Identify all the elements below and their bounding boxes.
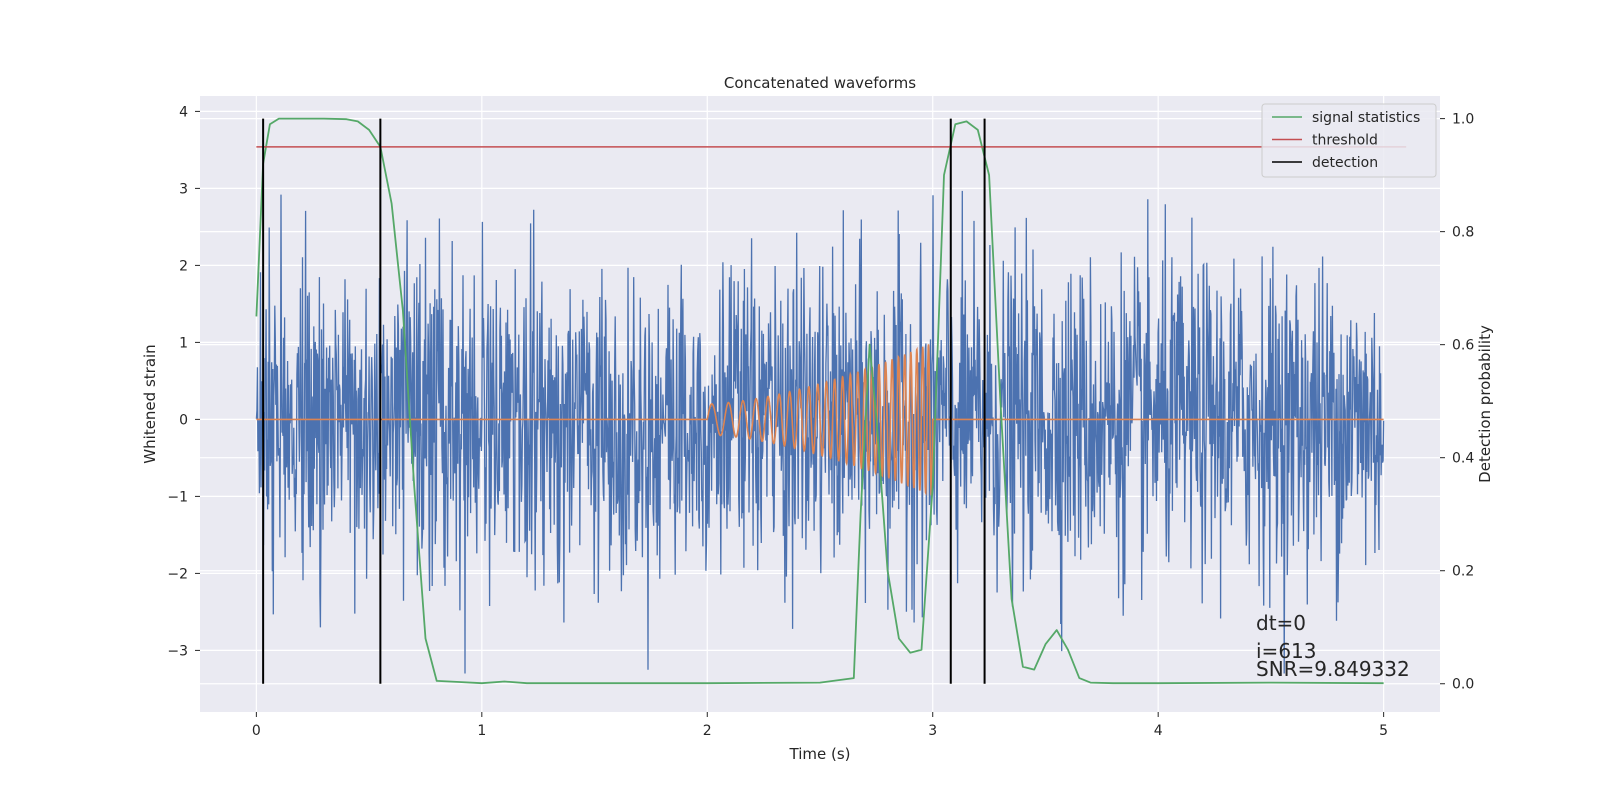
y2-tick-label: 0.8 [1452,225,1474,241]
legend-label-signal-statistics: signal statistics [1312,110,1420,126]
x-tick-label: 1 [477,723,486,739]
waveform-series [256,344,1384,496]
y2-tick-label: 0.2 [1452,564,1474,580]
y2-tick-label: 0.6 [1452,338,1474,354]
legend-box [1261,103,1437,178]
y-tick-label: −3 [167,643,188,659]
noise-line [255,190,1385,674]
chart-title: Concatenated waveforms [724,74,916,92]
y-tick-label: 4 [179,104,188,120]
x-axis-label: Time (s) [789,745,851,763]
legend: signal statistics threshold detection [1261,103,1437,178]
x-axis: 0 1 2 3 4 5 [252,712,1388,739]
waveform-line [256,344,1384,496]
y2-tick-label: 0.4 [1452,451,1474,467]
noise-series [255,190,1385,674]
y2-axis-label: Detection probability [1476,325,1494,483]
y2-tick-label: 0.0 [1452,677,1474,693]
y-tick-label: −1 [167,489,188,505]
annotation-dt: dt=0 [1256,611,1306,635]
x-tick-label: 5 [1379,723,1388,739]
y-tick-label: 3 [179,181,188,197]
x-tick-label: 0 [252,723,261,739]
x-tick-label: 2 [703,723,712,739]
y2-tick-label: 1.0 [1452,112,1474,128]
y-tick-label: 0 [179,412,188,428]
legend-label-detection: detection [1312,155,1378,171]
y-tick-label: 1 [179,335,188,351]
annotation-snr: SNR=9.849332 [1256,657,1410,681]
annotation-i: i=613 [1256,639,1317,663]
x-tick-label: 4 [1154,723,1163,739]
y-axis-right: 0.0 0.2 0.4 0.6 0.8 1.0 [1440,112,1474,693]
y-axis-label: Whitened strain [141,344,159,463]
x-tick-label: 3 [928,723,937,739]
y-axis-left: −3 −2 −1 0 1 2 3 4 [167,104,200,659]
probability-layer [255,117,1407,685]
y-tick-label: −2 [167,566,188,582]
legend-label-threshold: threshold [1312,133,1378,149]
signal-statistics-line [255,117,1384,685]
y-tick-label: 2 [179,258,188,274]
